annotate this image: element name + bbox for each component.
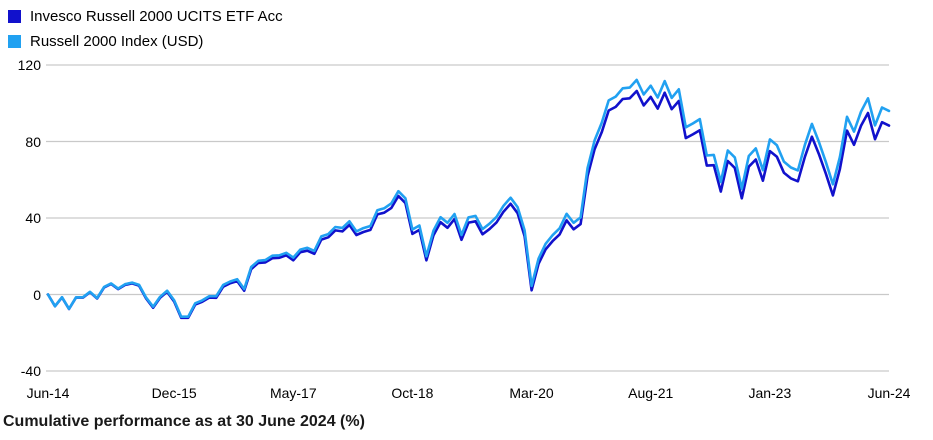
x-tick-label: Jun-24 [867,385,911,401]
series-line-1 [46,78,891,319]
legend-item-etf: Invesco Russell 2000 UCITS ETF Acc [8,4,283,29]
legend-swatch-etf [8,10,21,23]
chart-caption: Cumulative performance as at 30 June 202… [3,413,365,430]
x-tick-label: Aug-21 [628,385,674,401]
x-tick-label: Oct-18 [391,385,434,401]
x-tick-label: May-17 [269,385,317,401]
x-tick-label: Jan-23 [748,385,792,401]
x-tick-label: Dec-15 [151,385,197,401]
x-tick-label: Jun-14 [26,385,70,401]
legend-swatch-index [8,35,21,48]
y-tick-label: 120 [17,57,41,73]
y-tick-label: -40 [20,363,41,379]
legend-label-index: Russell 2000 Index (USD) [30,33,204,50]
y-tick-label: 0 [33,286,41,303]
legend-item-index: Russell 2000 Index (USD) [8,29,283,54]
legend-label-etf: Invesco Russell 2000 UCITS ETF Acc [30,8,283,25]
series-line-0 [46,89,891,320]
chart-legend: Invesco Russell 2000 UCITS ETF Acc Russe… [8,4,283,54]
y-tick-label: 40 [25,210,41,226]
x-tick-label: Mar-20 [509,385,554,401]
y-tick-label: 80 [25,133,41,150]
